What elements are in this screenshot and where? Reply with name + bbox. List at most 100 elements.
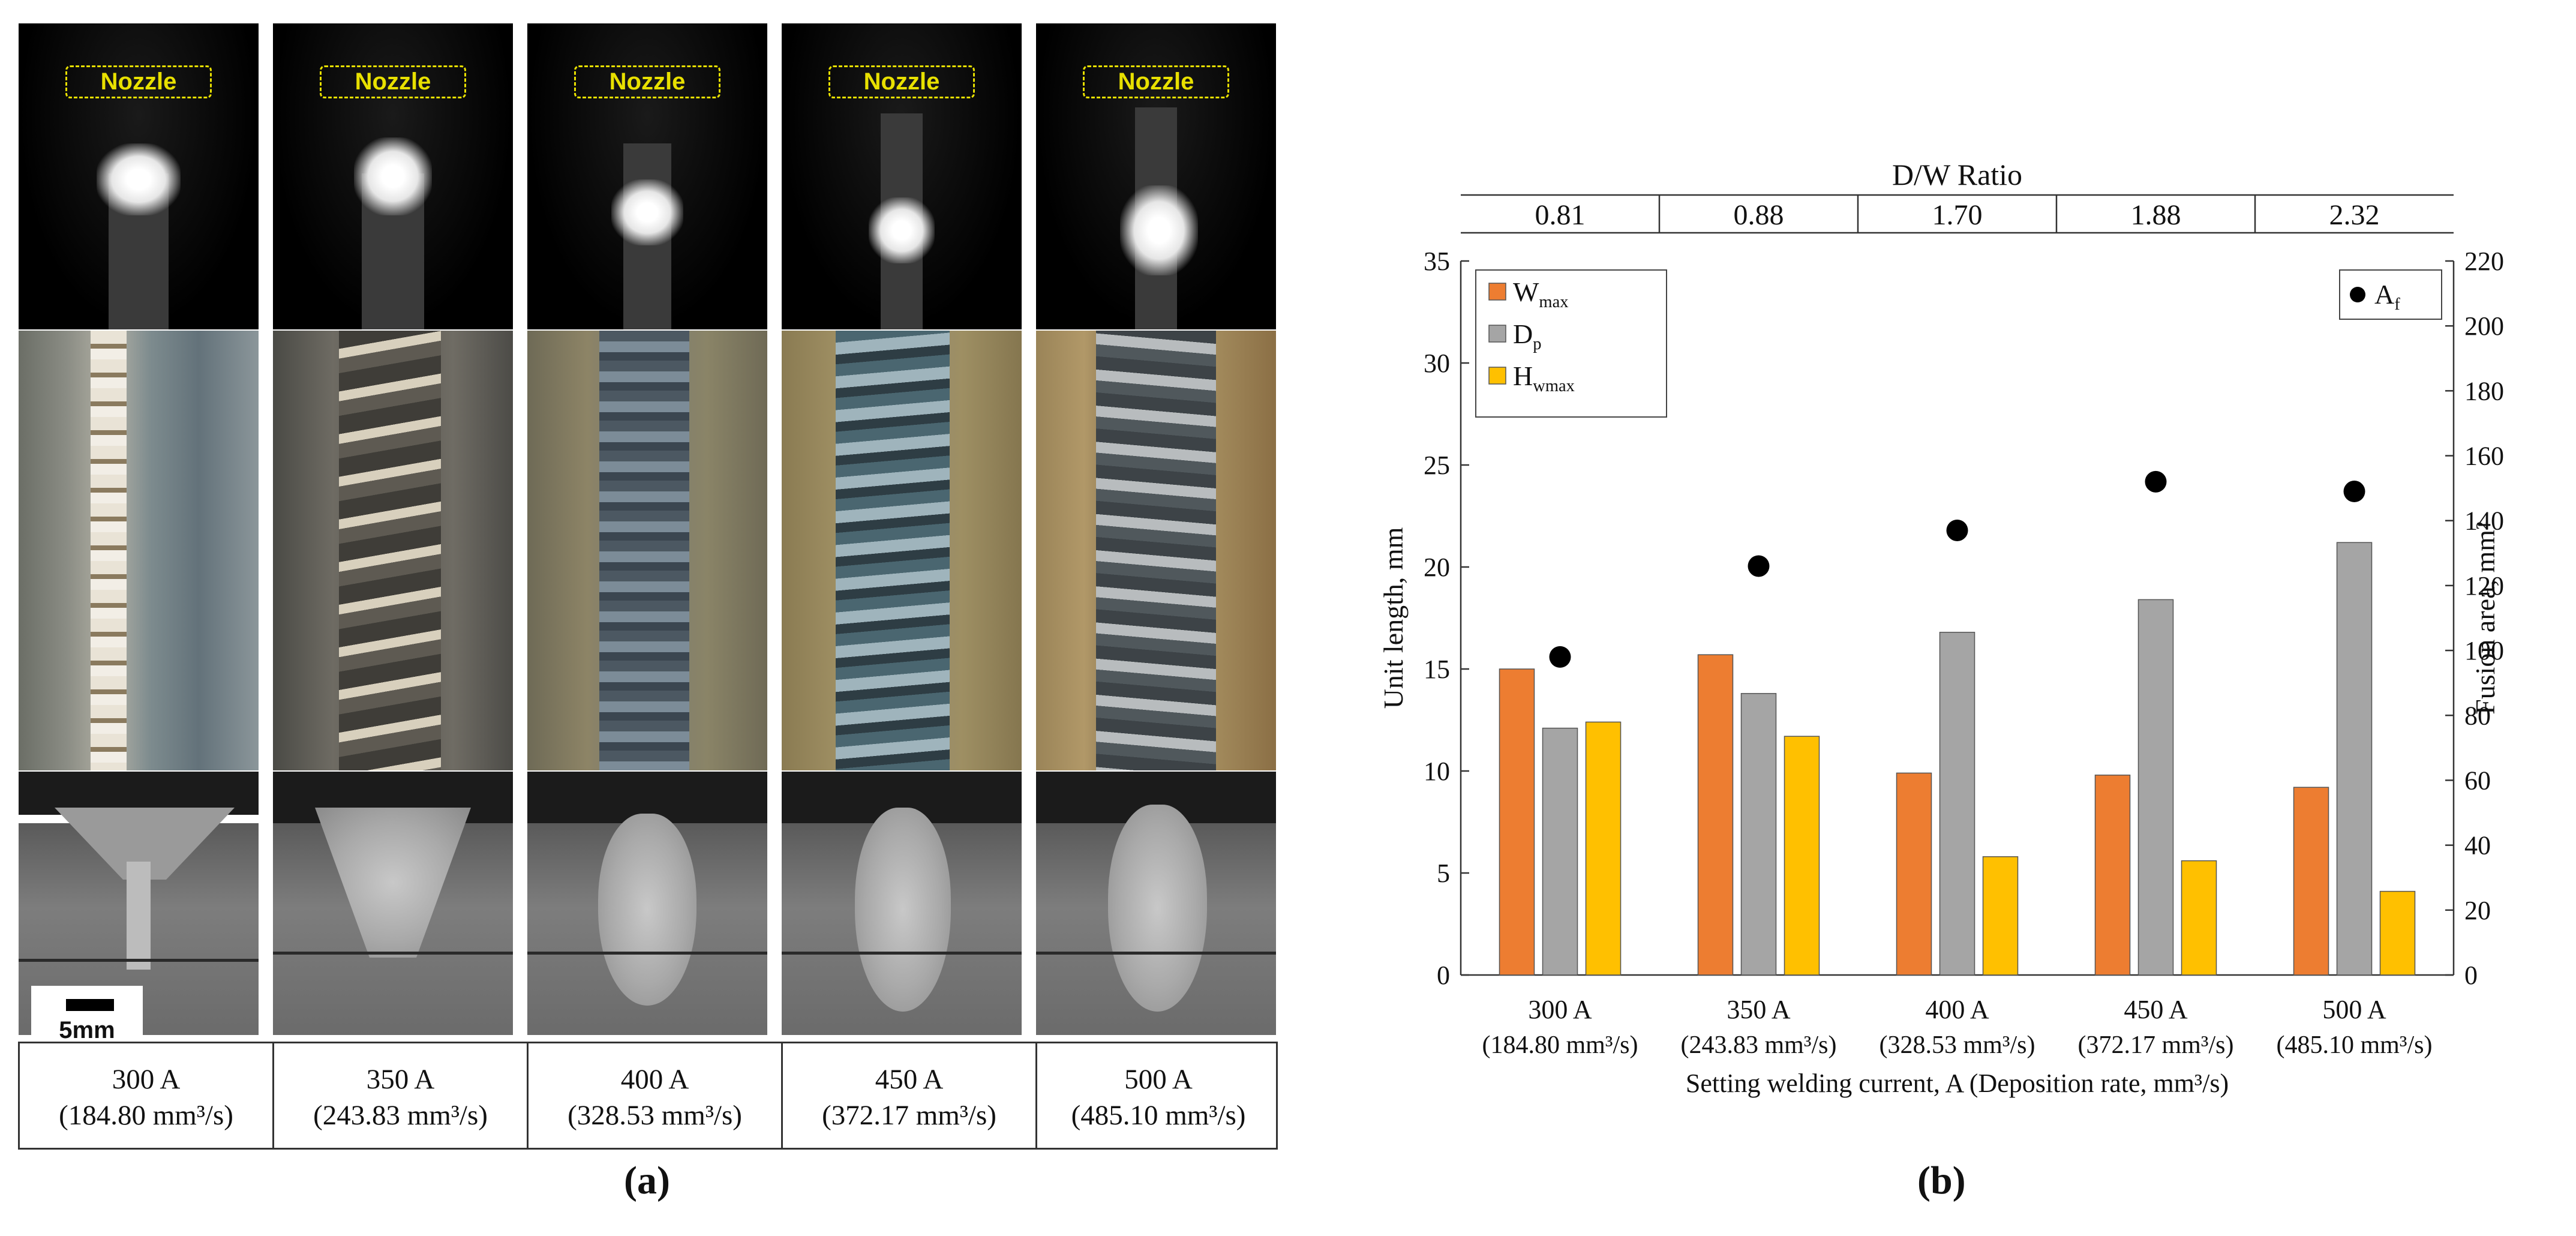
photo-column-500a: Nozzle xyxy=(1035,23,1277,1036)
nozzle-label: Nozzle xyxy=(1083,65,1229,98)
dw-ratio-value: 1.88 xyxy=(2131,199,2181,231)
arc-image: Nozzle xyxy=(1035,23,1277,330)
panel-a: Nozzle Nozzle xyxy=(18,23,1278,1150)
rate-label: (372.17 mm³/s) xyxy=(822,1100,996,1131)
y2-tick-label: 180 xyxy=(2464,376,2504,406)
scatter-legend-label: Af xyxy=(2374,279,2400,314)
legend-label: Dp xyxy=(1513,319,1542,353)
y2-tick-label: 160 xyxy=(2464,442,2504,471)
dw-ratio-title: D/W Ratio xyxy=(1892,162,2022,191)
label-cell-350a: 350 A (243.83 mm³/s) xyxy=(274,1043,529,1148)
y-tick-label: 25 xyxy=(1424,451,1450,480)
legend-swatch xyxy=(1488,283,1506,301)
bar-dp xyxy=(2137,599,2174,976)
y-tick-label: 30 xyxy=(1424,349,1450,378)
arc-image: Nozzle xyxy=(18,23,259,330)
x-tick-sublabel: (485.10 mm³/s) xyxy=(2277,1031,2433,1059)
fusion-area-point xyxy=(1946,519,1968,541)
y-tick-label: 0 xyxy=(1437,961,1450,990)
nozzle-label: Nozzle xyxy=(65,65,212,98)
y2-axis-title: Fusion area, mm² xyxy=(2470,521,2500,715)
y2-tick-label: 220 xyxy=(2464,247,2504,276)
bar-hwmax xyxy=(1784,736,1820,976)
bar-hwmax xyxy=(1982,856,2019,976)
cross-section-image xyxy=(272,771,514,1036)
bar-wmax xyxy=(1697,654,1734,976)
y2-tick-label: 80 xyxy=(2464,701,2491,730)
y2-tick-label: 20 xyxy=(2464,896,2491,925)
dw-ratio-value: 2.32 xyxy=(2329,199,2380,231)
bar-dp xyxy=(1542,727,1578,976)
dw-ratio-value: 0.88 xyxy=(1734,199,1784,231)
bar-wmax xyxy=(2293,787,2329,976)
bar-wmax xyxy=(1499,668,1535,976)
caption-b: (b) xyxy=(1917,1159,1966,1202)
y-tick-label: 20 xyxy=(1424,553,1450,582)
nozzle-label: Nozzle xyxy=(828,65,975,98)
scale-bar-label: 5mm xyxy=(59,1017,115,1043)
scatter-legend-marker xyxy=(2350,287,2365,302)
bead-surface-image xyxy=(272,330,514,771)
rate-label: (243.83 mm³/s) xyxy=(313,1100,488,1131)
arc-image: Nozzle xyxy=(527,23,768,330)
scale-bar-line xyxy=(66,999,114,1011)
label-cell-500a: 500 A (485.10 mm³/s) xyxy=(1037,1043,1280,1148)
legend-swatch xyxy=(1488,325,1506,343)
y2-tick-label: 120 xyxy=(2464,571,2504,601)
rate-label: (328.53 mm³/s) xyxy=(568,1100,742,1131)
legend-label: Hwmax xyxy=(1513,361,1575,395)
fusion-area-point xyxy=(1748,555,1770,577)
bar-hwmax xyxy=(2379,890,2416,976)
scale-bar: 5mm xyxy=(31,986,143,1051)
arc-image: Nozzle xyxy=(272,23,514,330)
y2-tick-label: 100 xyxy=(2464,636,2504,665)
fusion-area-point xyxy=(1549,646,1571,668)
x-tick-label: 450 A xyxy=(2124,995,2188,1024)
y2-tick-label: 200 xyxy=(2464,311,2504,341)
rate-label: (184.80 mm³/s) xyxy=(59,1100,233,1131)
fusion-area-point xyxy=(2343,481,2365,503)
caption-a: (a) xyxy=(624,1159,670,1202)
label-cell-300a: 300 A (184.80 mm³/s) xyxy=(20,1043,274,1148)
current-label: 500 A xyxy=(1124,1064,1193,1095)
bar-legend-box xyxy=(1475,269,1667,418)
bar-dp xyxy=(2336,542,2373,976)
bar-dp xyxy=(1740,693,1777,976)
dw-ratio-value: 1.70 xyxy=(1932,199,1983,231)
x-tick-label: 500 A xyxy=(2322,995,2386,1024)
y2-tick-label: 140 xyxy=(2464,506,2504,536)
cross-section-image xyxy=(1035,771,1277,1036)
x-tick-label: 300 A xyxy=(1528,995,1592,1024)
y2-tick-label: 60 xyxy=(2464,766,2491,795)
photo-column-400a: Nozzle xyxy=(527,23,768,1036)
photo-column-300a: Nozzle xyxy=(18,23,259,1036)
current-label: 350 A xyxy=(366,1064,435,1095)
label-cell-400a: 400 A (328.53 mm³/s) xyxy=(529,1043,783,1148)
photo-column-450a: Nozzle xyxy=(781,23,1022,1036)
x-axis-title: Setting welding current, A (Deposition r… xyxy=(1686,1069,2229,1098)
bar-dp xyxy=(1939,632,1975,976)
bar-hwmax xyxy=(1585,721,1622,976)
bar-wmax xyxy=(1896,772,1932,976)
legend-swatch xyxy=(1488,367,1506,385)
bead-surface-image xyxy=(781,330,1022,771)
x-tick-sublabel: (243.83 mm³/s) xyxy=(1681,1031,1837,1059)
bead-surface-image xyxy=(18,330,259,771)
cross-section-image xyxy=(781,771,1022,1036)
bead-surface-image xyxy=(527,330,768,771)
fusion-area-point xyxy=(2145,470,2167,493)
bar-hwmax xyxy=(2181,860,2217,976)
x-tick-label: 400 A xyxy=(1925,995,1989,1024)
y-tick-label: 35 xyxy=(1424,247,1450,276)
rate-label: (485.10 mm³/s) xyxy=(1071,1100,1246,1131)
current-label: 400 A xyxy=(620,1064,689,1095)
label-cell-450a: 450 A (372.17 mm³/s) xyxy=(783,1043,1037,1148)
arc-image: Nozzle xyxy=(781,23,1022,330)
current-label: 450 A xyxy=(875,1064,944,1095)
photo-column-350a: Nozzle xyxy=(272,23,514,1036)
y2-tick-label: 0 xyxy=(2464,961,2478,990)
welding-chart: D/W Ratio 0.81 0.88 1.70 1.88 2.32 0 5 10 15 20 25 3… xyxy=(1380,162,2504,1098)
cross-section-image xyxy=(527,771,768,1036)
bar-wmax xyxy=(2094,775,2131,976)
current-label: 300 A xyxy=(112,1064,181,1095)
